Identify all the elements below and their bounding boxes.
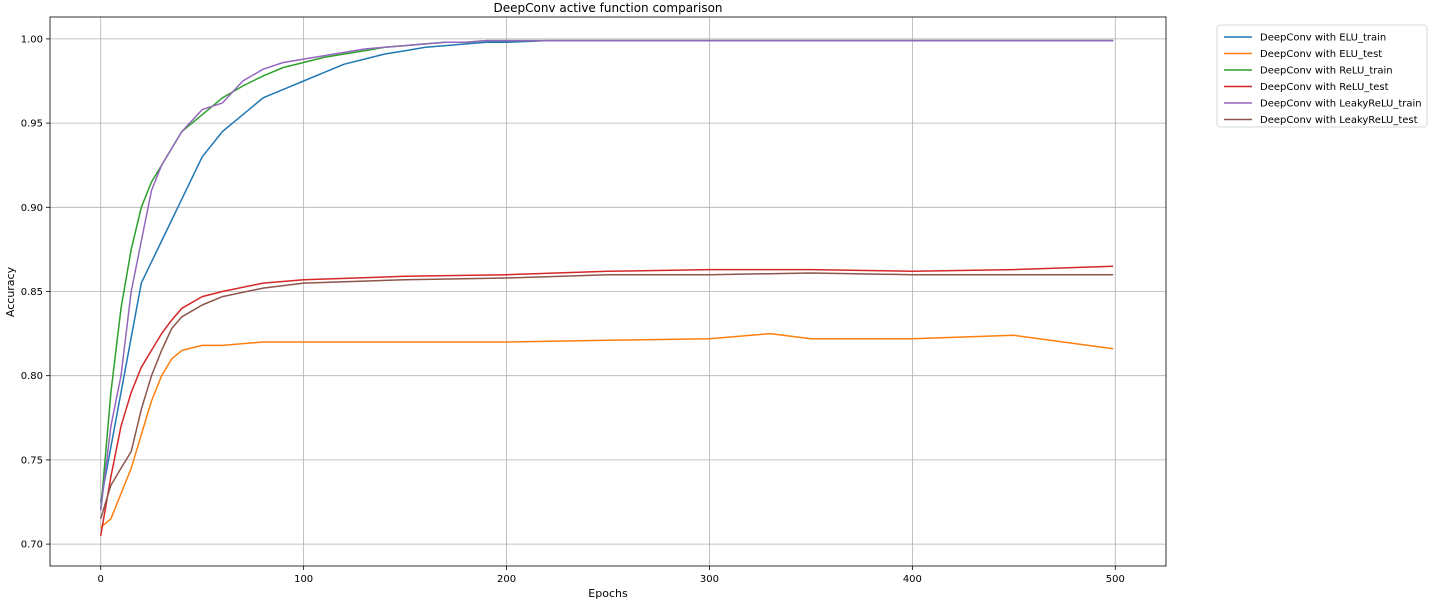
y-tick-label: 0.85 — [21, 287, 43, 298]
legend: DeepConv with ELU_train DeepConv with ELU… — [1216, 24, 1428, 128]
legend-label: DeepConv with ELU_test — [1260, 49, 1382, 60]
y-tick-label: 0.70 — [21, 540, 43, 551]
series-line — [99, 39, 1114, 511]
y-tick-label: 0.90 — [21, 203, 43, 214]
y-tick-label: 1.00 — [21, 34, 43, 45]
y-axis-label: Accuracy — [4, 266, 17, 317]
x-tick-label: 100 — [294, 574, 313, 585]
legend-label: DeepConv with ELU_train — [1260, 33, 1386, 44]
x-axis-label: Epochs — [588, 587, 628, 600]
legend-label: DeepConv with ReLU_train — [1260, 66, 1393, 77]
series-line — [99, 39, 1114, 511]
series-line — [99, 265, 1114, 536]
legend-box — [1216, 24, 1428, 128]
series-line — [99, 272, 1114, 520]
legend-label: DeepConv with LeakyReLU_train — [1260, 99, 1422, 110]
series-lines — [99, 39, 1114, 536]
y-tick-label: 0.80 — [21, 371, 43, 382]
series-line — [100, 332, 1114, 528]
ticks: 0 100 200 300 400 500 0.70 0.75 0.80 0.85 0.90 0.95… — [21, 34, 1125, 585]
x-tick-label: 0 — [98, 574, 104, 585]
x-tick-label: 400 — [903, 574, 922, 585]
x-tick-label: 200 — [497, 574, 516, 585]
x-tick-label: 500 — [1106, 574, 1125, 585]
y-tick-label: 0.95 — [21, 119, 43, 130]
x-tick-label: 300 — [700, 574, 719, 585]
legend-label: DeepConv with ReLU_test — [1260, 82, 1389, 93]
grid — [50, 17, 1166, 566]
legend-label: DeepConv with LeakyReLU_test — [1260, 115, 1418, 126]
y-tick-label: 0.75 — [21, 455, 43, 466]
chart-title: DeepConv active function comparison — [493, 1, 722, 15]
